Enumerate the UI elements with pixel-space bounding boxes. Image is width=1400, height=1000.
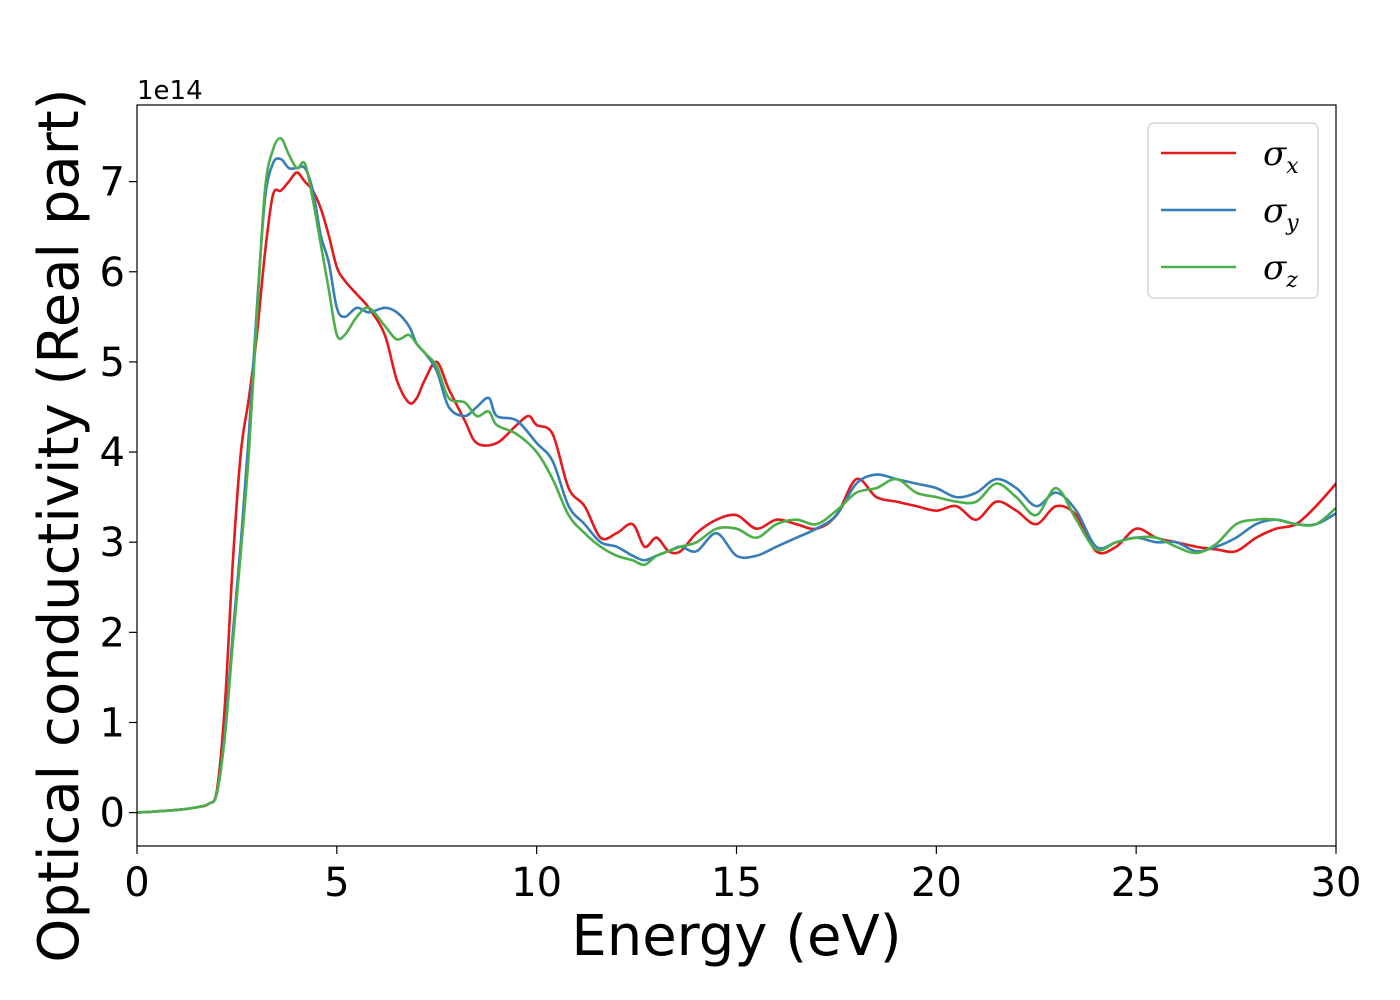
y-tick-label: 6	[100, 250, 125, 296]
x-axis-title: Energy (eV)	[571, 904, 901, 969]
legend-label-z: σz	[1263, 248, 1298, 293]
y-tick-label: 7	[100, 160, 125, 206]
series-line-x	[137, 171, 1336, 814]
y-axis-title: Optical conductivity (Real part)	[27, 88, 92, 962]
x-tick-label: 5	[324, 860, 349, 906]
x-axis-ticks: 0 5 10 15 20 25 30	[124, 846, 1361, 906]
series-line-z	[137, 136, 1336, 814]
y-offset-label: 1e14	[137, 76, 203, 106]
y-tick-label: 0	[100, 791, 125, 837]
x-tick-label: 30	[1311, 860, 1362, 906]
y-tick-label: 4	[100, 430, 125, 476]
x-tick-label: 25	[1111, 860, 1162, 906]
plot-area	[136, 104, 1337, 847]
x-tick-label: 15	[711, 860, 762, 906]
x-tick-label: 10	[511, 860, 562, 906]
legend-label-y: σy	[1263, 191, 1299, 236]
series-line-y	[137, 157, 1336, 814]
y-tick-label: 5	[100, 340, 125, 386]
y-tick-label: 1	[100, 701, 125, 747]
series-lines	[137, 136, 1336, 814]
legend: σx σy σz	[1147, 122, 1319, 299]
x-tick-label: 0	[124, 860, 149, 906]
legend-label-x: σx	[1263, 134, 1299, 179]
y-tick-label: 3	[100, 520, 125, 566]
y-tick-label: 2	[100, 610, 125, 656]
y-axis-ticks: 0 1 2 3 4 5 6 7	[100, 160, 137, 837]
x-tick-label: 20	[911, 860, 962, 906]
